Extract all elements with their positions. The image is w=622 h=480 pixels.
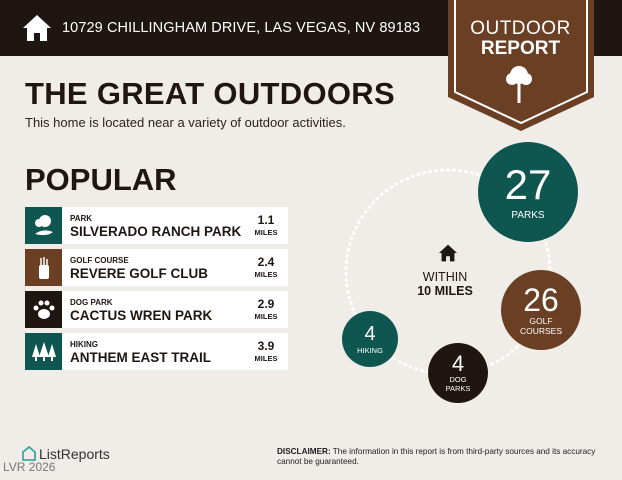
hiking-label: HIKING — [357, 345, 383, 355]
disclaimer-text: The information in this report is from t… — [277, 447, 596, 466]
item-distance-unit: MILES — [254, 270, 278, 279]
golf-label-2: COURSES — [519, 326, 563, 336]
home-icon — [439, 244, 457, 262]
list-item-card: HIKING ANTHEM EAST TRAIL 3.9 MILES — [62, 333, 288, 370]
item-distance: 1.1 — [257, 213, 275, 227]
golf-count: 26 — [523, 282, 559, 318]
home-icon — [23, 15, 51, 41]
item-distance: 3.9 — [257, 339, 275, 353]
dog-parks-label-2: PARKS — [445, 384, 471, 393]
item-distance-unit: MILES — [254, 312, 278, 321]
popular-list-item: GOLF COURSE REVERE GOLF CLUB 2.4 MILES — [25, 249, 288, 286]
hiking-count-circle: 4 HIKING — [342, 311, 398, 367]
disclaimer-label: DISCLAIMER: — [277, 447, 331, 456]
item-distance: 2.9 — [257, 297, 275, 311]
disclaimer: DISCLAIMER: The information in this repo… — [277, 447, 607, 467]
item-name: REVERE GOLF CLUB — [70, 266, 209, 281]
dog-parks-count: 4 — [451, 351, 465, 376]
item-category: HIKING — [70, 340, 98, 349]
paw-icon — [25, 291, 62, 328]
list-item-card: PARK SILVERADO RANCH PARK 1.1 MILES — [62, 207, 288, 244]
logo-house-icon — [22, 446, 36, 461]
item-category: PARK — [70, 214, 93, 223]
parks-label: PARKS — [511, 209, 545, 221]
logo-text: ListReports — [39, 446, 110, 462]
listreports-logo: ListReports — [22, 446, 110, 462]
popular-list-item: PARK SILVERADO RANCH PARK 1.1 MILES — [25, 207, 288, 244]
golf-count-circle: 26 GOLF COURSES — [501, 270, 581, 350]
parks-count-circle: 27 PARKS — [478, 142, 578, 242]
page-title: THE GREAT OUTDOORS — [25, 76, 395, 111]
park-icon — [25, 207, 62, 244]
parks-count: 27 — [504, 160, 552, 208]
outdoor-report-banner — [448, 0, 594, 131]
golf-bag-icon — [25, 249, 62, 286]
dog-parks-count-circle: 4 DOG PARKS — [428, 343, 488, 403]
popular-list-item: HIKING ANTHEM EAST TRAIL 3.9 MILES — [25, 333, 288, 370]
banner-title-line2: REPORT — [480, 38, 561, 59]
watermark: LVR 2026 — [3, 460, 56, 474]
radius-line2: 10 MILES — [417, 284, 473, 298]
banner-title-line1: OUTDOOR — [470, 18, 571, 39]
popular-list-item: DOG PARK CACTUS WREN PARK 2.9 MILES — [25, 291, 288, 328]
radius-label: WITHIN 10 MILES — [395, 270, 495, 298]
item-name: SILVERADO RANCH PARK — [70, 224, 242, 239]
item-distance-unit: MILES — [254, 228, 278, 237]
item-name: CACTUS WREN PARK — [70, 308, 213, 323]
list-item-card: GOLF COURSE REVERE GOLF CLUB 2.4 MILES — [62, 249, 288, 286]
list-item-card: DOG PARK CACTUS WREN PARK 2.9 MILES — [62, 291, 288, 328]
golf-label-1: GOLF — [529, 316, 553, 326]
property-address: 10729 CHILLINGHAM DRIVE, LAS VEGAS, NV 8… — [62, 20, 421, 36]
radius-line1: WITHIN — [422, 270, 468, 284]
item-category: GOLF COURSE — [70, 256, 129, 265]
item-category: DOG PARK — [70, 298, 113, 307]
hiking-count: 4 — [364, 322, 376, 345]
popular-heading: POPULAR — [25, 162, 177, 197]
tree-icon — [506, 66, 532, 103]
dog-parks-label-1: DOG — [449, 375, 467, 384]
item-distance: 2.4 — [257, 255, 275, 269]
page-subtitle: This home is located near a variety of o… — [25, 115, 346, 130]
trees-icon — [25, 333, 62, 370]
item-name: ANTHEM EAST TRAIL — [70, 350, 211, 365]
item-distance-unit: MILES — [254, 354, 278, 363]
